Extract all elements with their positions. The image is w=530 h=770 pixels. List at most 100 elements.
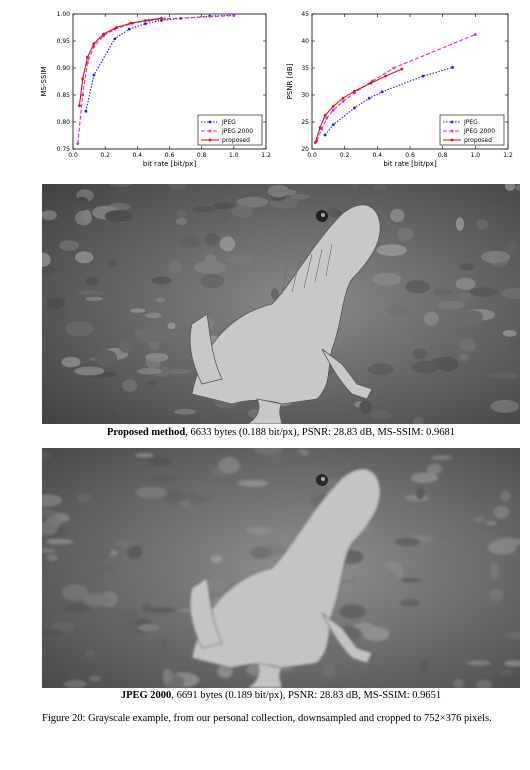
- pebble: [400, 599, 420, 607]
- data-point: [341, 96, 345, 100]
- data-point: [76, 142, 80, 146]
- data-point: [81, 77, 85, 81]
- pebble: [276, 451, 304, 457]
- x-tick-label: 0.2: [100, 152, 110, 159]
- pebble: [455, 277, 476, 290]
- pebble: [210, 555, 223, 564]
- pebble: [399, 337, 411, 344]
- pebble: [145, 312, 162, 319]
- legend-entry: JPEG: [221, 119, 236, 126]
- pebble: [42, 265, 57, 275]
- pebble: [502, 632, 520, 639]
- pebble: [493, 505, 510, 519]
- pebble: [435, 544, 455, 558]
- pebble: [413, 417, 424, 424]
- pebble: [75, 251, 94, 264]
- data-point: [318, 126, 322, 129]
- pebble: [149, 607, 176, 613]
- pebble: [290, 193, 310, 200]
- pebble: [194, 260, 226, 275]
- legend-entry: proposed: [222, 137, 250, 144]
- pebble: [63, 679, 87, 688]
- x-tick-label: 0.8: [438, 152, 448, 159]
- pebble: [42, 305, 66, 320]
- pebble: [488, 372, 519, 380]
- pebble: [42, 210, 57, 221]
- data-point: [102, 32, 105, 36]
- legend-entry: proposed: [464, 137, 492, 144]
- pebble: [426, 464, 443, 475]
- pebble: [212, 478, 237, 483]
- pebble: [405, 280, 431, 294]
- data-point: [384, 74, 387, 78]
- pebble: [218, 457, 241, 474]
- pebble: [193, 482, 218, 498]
- pebble: [475, 219, 489, 230]
- pebble: [175, 217, 188, 226]
- y-tick-label: 0.85: [57, 92, 71, 99]
- data-point: [353, 89, 356, 93]
- data-point: [380, 90, 384, 94]
- data-point: [369, 81, 373, 85]
- data-point: [323, 133, 327, 137]
- data-point: [86, 55, 89, 59]
- jpeg2000-caption-details: , 6691 bytes (0.189 bit/px), PSNR: 28.83…: [171, 690, 442, 701]
- x-tick-label: 1.0: [229, 152, 239, 159]
- x-tick-label: 0.0: [307, 152, 317, 159]
- pebble: [225, 254, 253, 264]
- data-point: [400, 67, 404, 71]
- data-point: [127, 27, 131, 31]
- data-point: [353, 106, 356, 110]
- pebble: [87, 565, 116, 575]
- pebble: [459, 353, 469, 362]
- pebble: [42, 548, 56, 553]
- pebble: [45, 538, 73, 545]
- pebble: [129, 308, 146, 313]
- data-point: [84, 109, 88, 113]
- bearded-dragon-photo-jpeg2000: [42, 448, 520, 688]
- pebble: [85, 276, 99, 286]
- pebble: [459, 263, 474, 271]
- proposed-caption-method: Proposed method: [106, 427, 186, 438]
- pebble: [493, 675, 519, 683]
- pebble: [176, 210, 188, 217]
- data-point: [341, 100, 345, 103]
- y-tick-label: 20: [301, 146, 309, 153]
- pebble: [501, 288, 520, 299]
- pebble: [453, 678, 464, 688]
- pebble: [466, 660, 492, 666]
- pebble: [338, 604, 366, 619]
- pebble: [74, 366, 105, 376]
- pebble: [61, 356, 81, 368]
- pebble: [42, 452, 53, 459]
- y-axis-label: PSNR [dB]: [286, 63, 294, 99]
- pebble: [431, 455, 453, 461]
- pebble: [489, 562, 499, 578]
- x-tick-label: 0.4: [373, 152, 383, 159]
- pebble: [166, 369, 190, 374]
- x-tick-label: 0.4: [133, 152, 143, 159]
- x-axis-label: bit rate [bit/px]: [143, 160, 197, 168]
- pebble: [420, 658, 429, 673]
- pebble: [179, 236, 200, 248]
- pebble: [161, 489, 186, 504]
- x-tick-label: 0.6: [165, 152, 175, 159]
- data-point: [129, 21, 133, 25]
- pebble: [390, 209, 405, 223]
- y-axis-label: MS-SSIM: [40, 67, 48, 97]
- pebble: [504, 660, 520, 667]
- data-point: [143, 22, 147, 26]
- legend-marker: [208, 138, 212, 142]
- pebble: [77, 493, 92, 504]
- y-tick-label: 0.80: [57, 119, 71, 126]
- data-point: [92, 73, 96, 77]
- pebble: [372, 272, 402, 286]
- pebble: [231, 205, 254, 218]
- pebble: [51, 620, 76, 633]
- pebble: [219, 236, 236, 252]
- pebble: [394, 567, 404, 579]
- pebble: [137, 368, 162, 375]
- pebble: [412, 348, 428, 360]
- pebble: [134, 329, 145, 337]
- pebble: [455, 217, 464, 232]
